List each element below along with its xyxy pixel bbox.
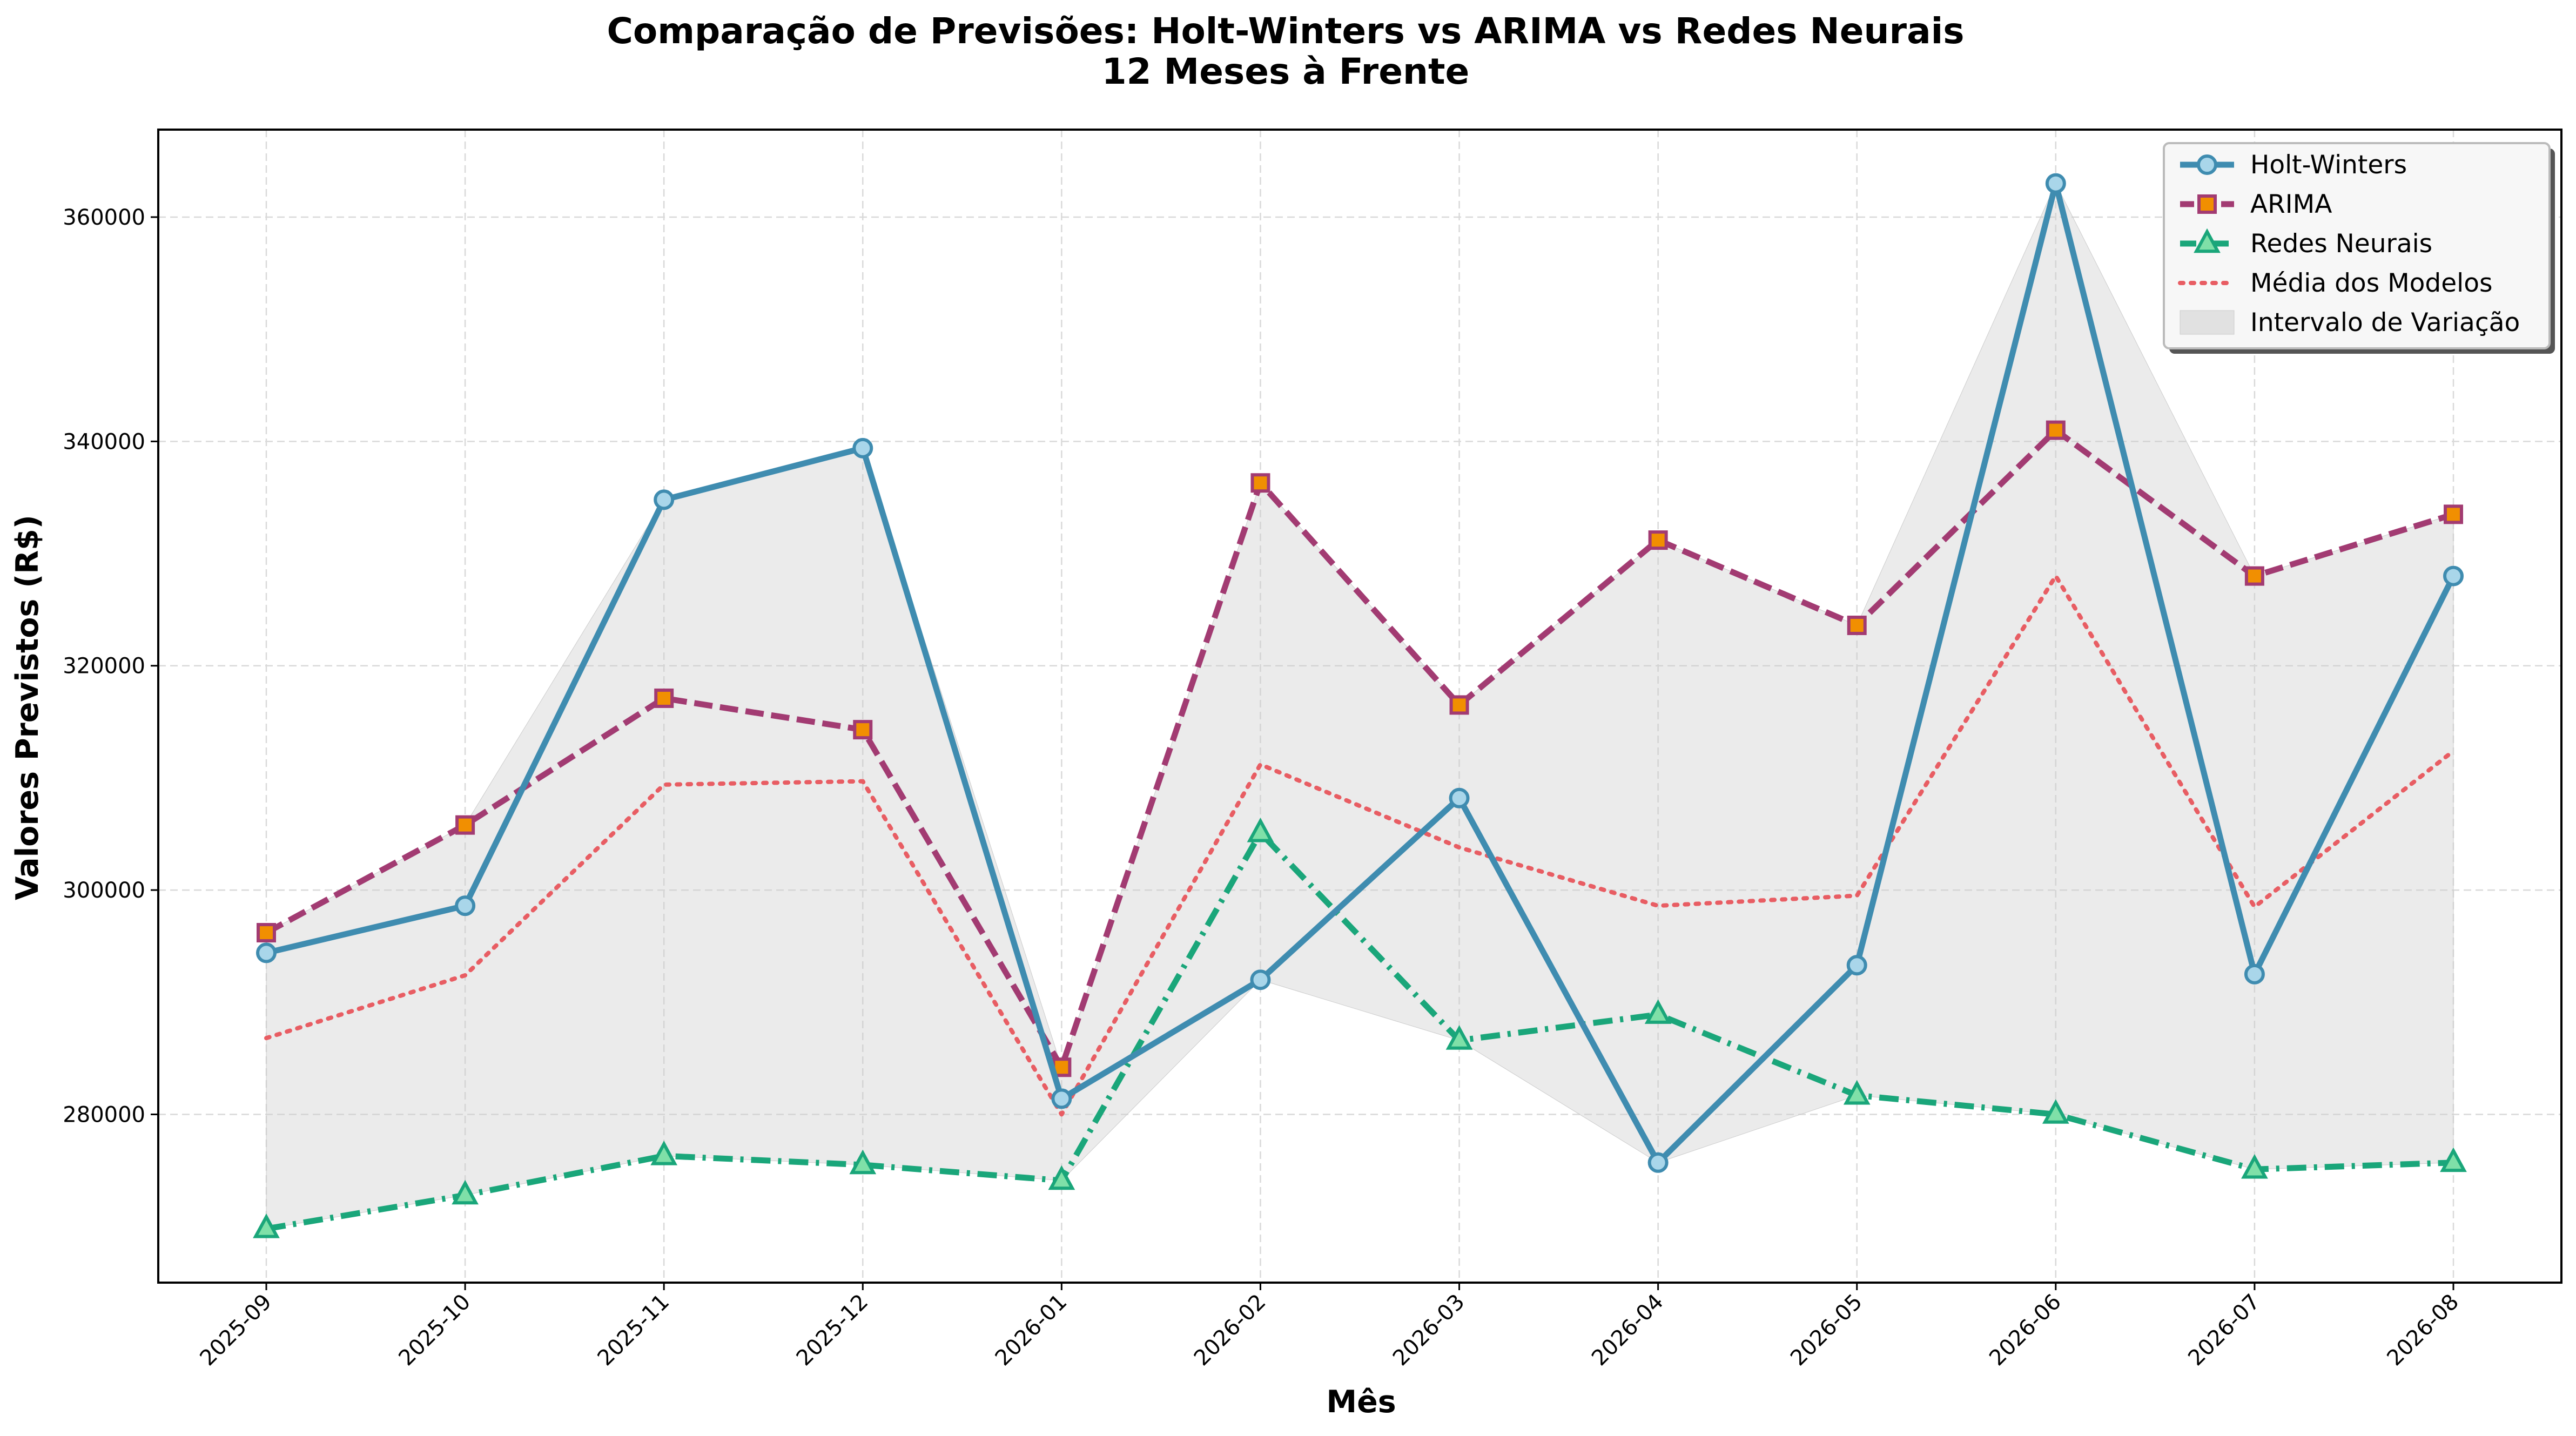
series-2 xyxy=(253,817,2467,1238)
holt-winters-marker xyxy=(1647,1152,1669,1173)
arima-marker xyxy=(1648,530,1668,550)
holt-winters-marker xyxy=(1449,787,1470,808)
holt-winters-marker xyxy=(2045,173,2066,194)
redes-neurais-marker xyxy=(2042,1099,2069,1124)
arima-marker xyxy=(1250,473,1270,493)
legend-box xyxy=(2163,142,2551,349)
arima-marker xyxy=(1847,615,1867,635)
redes-neurais-marker xyxy=(2440,1147,2467,1172)
holt-winters-marker xyxy=(256,942,277,963)
series-line xyxy=(264,574,2456,1117)
arima-marker xyxy=(853,720,873,740)
redes-neurais-marker xyxy=(2194,228,2221,253)
arima-marker xyxy=(2046,420,2066,440)
chart-title: Comparação de Previsões: Holt-Winters vs… xyxy=(607,10,1964,52)
arima-marker xyxy=(2444,504,2463,524)
arima-marker xyxy=(2244,566,2264,586)
redes-neurais-marker xyxy=(1247,817,1274,842)
legend-label: Redes Neurais xyxy=(2250,229,2432,259)
holt-winters-marker xyxy=(654,489,675,510)
holt-winters-marker xyxy=(2443,565,2464,586)
holt-winters-marker xyxy=(455,895,476,916)
redes-neurais-marker xyxy=(1445,1025,1473,1050)
series-layer xyxy=(253,173,2467,1238)
legend-swatch xyxy=(2180,310,2235,335)
redes-neurais-marker xyxy=(1843,1080,1871,1105)
holt-winters-marker xyxy=(1051,1088,1072,1109)
series-line xyxy=(266,830,2454,1232)
series-line xyxy=(265,427,2454,1070)
plot-frame xyxy=(157,129,2562,1284)
y-tick-label: 280000 xyxy=(63,1102,145,1127)
chart-subtitle: 12 Meses à Frente xyxy=(1102,51,1470,92)
y-tick-label: 360000 xyxy=(63,205,145,230)
y-axis-ticks: 280000 300000 320000 340000 360000 xyxy=(63,205,158,1127)
holt-winters-marker xyxy=(852,437,873,459)
series-line xyxy=(265,180,2456,1166)
redes-neurais-marker xyxy=(2241,1154,2268,1179)
series-0 xyxy=(256,173,2464,1173)
y-tick-label: 340000 xyxy=(63,429,145,454)
legend-label: ARIMA xyxy=(2250,190,2332,219)
redes-neurais-marker xyxy=(849,1149,877,1175)
redes-neurais-marker xyxy=(1644,999,1672,1024)
legend-label: Holt-Winters xyxy=(2250,150,2407,180)
arima-marker xyxy=(654,688,674,708)
redes-neurais-marker xyxy=(253,1213,280,1238)
y-tick-label: 320000 xyxy=(63,654,145,679)
redes-neurais-marker xyxy=(452,1179,479,1205)
holt-winters-marker xyxy=(1250,969,1271,990)
holt-winters-marker xyxy=(2197,154,2217,175)
holt-winters-marker xyxy=(2244,963,2265,985)
y-axis-label: Valores Previstos (R$) xyxy=(10,515,45,900)
series-3 xyxy=(264,574,2456,1117)
arima-marker xyxy=(1449,695,1469,715)
redes-neurais-marker xyxy=(1048,1165,1075,1190)
grid-lines xyxy=(158,130,2561,1283)
legend-label: Intervalo de Variação xyxy=(2250,308,2520,338)
y-tick-label: 300000 xyxy=(63,878,145,903)
arima-marker xyxy=(257,923,276,943)
arima-marker xyxy=(2197,194,2217,214)
legend: Holt-Winters ARIMA Redes Neurais Média dos … xyxy=(2163,142,2555,354)
x-axis-label: Mês xyxy=(1326,1384,1396,1420)
legend-items: Holt-Winters ARIMA Redes Neurais Média dos … xyxy=(2178,150,2520,338)
redes-neurais-marker xyxy=(650,1141,678,1165)
legend-label: Média dos Modelos xyxy=(2250,268,2492,298)
arima-marker xyxy=(455,815,475,835)
holt-winters-marker xyxy=(1846,955,1867,976)
